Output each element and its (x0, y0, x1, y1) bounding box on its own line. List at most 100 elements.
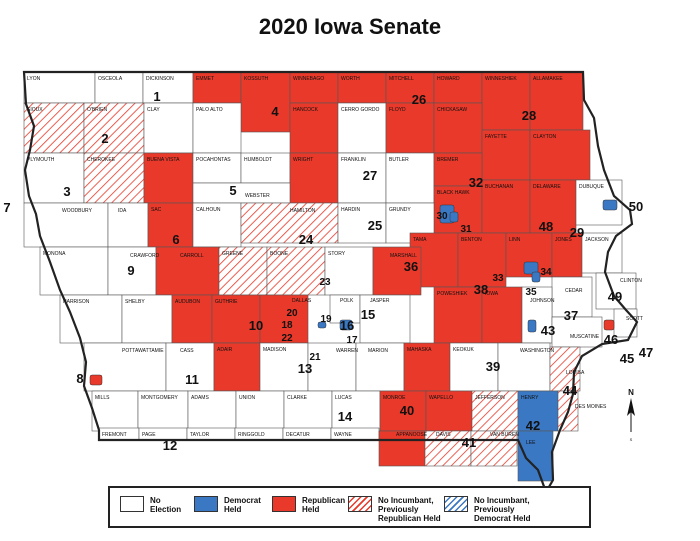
legend-label-line: Previously (378, 505, 419, 514)
county-van-buren (470, 430, 518, 467)
district-number: 31 (460, 224, 472, 235)
legend-label: No Incumbant, Previously Republican Held (378, 496, 441, 523)
district-number: 29 (570, 225, 584, 240)
district-number: 4 (271, 104, 279, 119)
county-label: POWESHIEK (437, 291, 468, 297)
county-floyd (385, 102, 435, 154)
county-label: POCAHONTAS (196, 157, 231, 163)
county-mitchell (385, 71, 435, 104)
district-number: 37 (564, 308, 578, 323)
county-label: SCOTT (626, 316, 643, 322)
district-number: 14 (338, 409, 353, 424)
county-story (324, 246, 374, 296)
district-number: 3 (63, 184, 70, 199)
county-label: CARROLL (180, 253, 204, 259)
county-label: WOODBURY (62, 208, 93, 214)
county-label: KEOKUK (453, 347, 475, 353)
county-label: CLARKE (287, 395, 308, 401)
county-label: SIOUX (27, 107, 43, 113)
county-clay (143, 102, 194, 154)
county-label: JONES (555, 237, 572, 243)
county-label: ALLAMAKEE (533, 76, 563, 82)
legend-item-none: No Election (120, 496, 181, 514)
district-number: 45 (620, 351, 634, 366)
county-worth (337, 71, 387, 104)
county-cedar (551, 276, 593, 318)
county-label: MARSHALL (390, 253, 417, 259)
iowa-state-outline (22, 70, 639, 495)
county-monroe (379, 390, 427, 432)
county-label: JASPER (370, 298, 390, 304)
county-humboldt (240, 152, 291, 184)
county-plymouth (23, 152, 85, 204)
legend-label-line: Held (224, 505, 242, 514)
district-number: 44 (563, 383, 578, 398)
legend-label-line: Democrat (224, 496, 261, 505)
county-howard (433, 71, 483, 104)
metro-area-cedar-falls-metro (449, 211, 459, 223)
metro-area-west-des-moines-metro (317, 321, 327, 329)
county-calhoun (192, 202, 242, 248)
district-number: 10 (249, 318, 263, 333)
county-jasper (359, 294, 411, 344)
legend-label: Republican Held (302, 496, 345, 514)
county-label: WINNEBAGO (293, 76, 324, 82)
legend-label: No Election (150, 496, 181, 514)
county-jefferson (471, 390, 519, 432)
map-legend: No Election Democrat Held Republican Held No I… (108, 486, 591, 528)
county-label: BREMER (437, 157, 459, 163)
county-label: KOSSUTH (244, 76, 269, 82)
district-number: 6 (172, 232, 179, 247)
compass-letter: N (628, 388, 634, 397)
county-label: MILLS (95, 395, 110, 401)
district-number: 43 (541, 323, 555, 338)
county-label: CLAYTON (533, 134, 557, 140)
legend-item-rep: Republican Held (272, 496, 345, 514)
county-label: HANCOCK (293, 107, 319, 113)
county-label: CLINTON (620, 278, 642, 284)
county-label: DELAWARE (533, 184, 561, 190)
county-label: CALHOUN (196, 207, 221, 213)
county-label: SAC (151, 207, 162, 213)
legend-label-line: No Incumbant, (474, 496, 530, 505)
county-label: DICKINSON (146, 76, 174, 82)
district-number: 13 (298, 361, 312, 376)
county-keokuk (449, 342, 499, 392)
map-title: 2020 Iowa Senate (258, 14, 442, 39)
county-label: IDA (118, 208, 127, 214)
county-label: IOWA (485, 291, 499, 297)
district-number: 38 (474, 282, 488, 297)
county-ida (107, 202, 149, 248)
district-number: 15 (361, 307, 375, 322)
legend-label: No Incumbant, Previously Democrat Held (474, 496, 530, 523)
county-label: BUTLER (389, 157, 409, 163)
legend-swatch (348, 496, 372, 512)
county-muscatine (551, 316, 603, 348)
county-mahaska (403, 342, 451, 392)
county-monona (39, 246, 109, 296)
county-buena-vista (143, 152, 194, 204)
district-number: 26 (412, 92, 426, 107)
county-label: UNION (239, 395, 256, 401)
county-label: DALLAS (292, 298, 312, 304)
county-lucas (331, 390, 381, 432)
district-number: 30 (436, 211, 448, 222)
county-dallas (259, 294, 309, 344)
county-label: WAPELLO (429, 395, 453, 401)
county-label: ADAIR (217, 347, 233, 353)
county-hardin (337, 202, 387, 244)
county-greene (218, 246, 268, 296)
district-number: 17 (346, 335, 358, 346)
county-label: WINNESHIEK (485, 76, 517, 82)
county-label: LEE (526, 440, 536, 446)
district-number: 19 (320, 314, 332, 325)
legend-label-line: No (150, 496, 161, 505)
metro-area-iowa-city-metro (527, 319, 537, 333)
county-label: HOWARD (437, 76, 460, 82)
county-label: FLOYD (389, 107, 406, 113)
county-washington (497, 342, 551, 392)
legend-label-line: Previously (474, 505, 515, 514)
legend-swatch (272, 496, 296, 512)
county-label: MADISON (263, 347, 287, 353)
county-label: LINN (509, 237, 521, 243)
